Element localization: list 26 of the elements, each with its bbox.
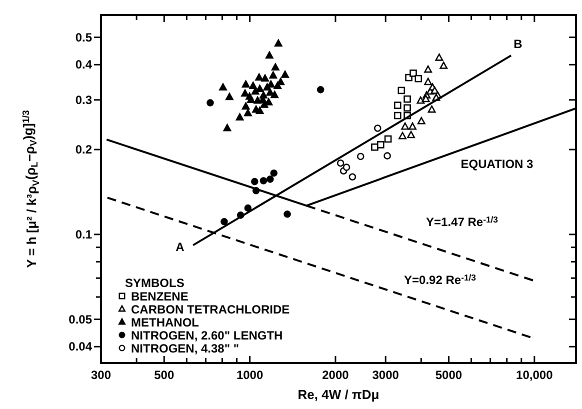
y-tick-label: 0.05	[68, 312, 92, 326]
x-tick-label: 10,000	[516, 368, 554, 382]
annotation: A	[176, 240, 185, 254]
y-tick-label: 0.3	[75, 92, 92, 107]
x-axis-title: Re, 4W / πDμ	[298, 387, 380, 402]
annotation: Y=0.92 Re$^{-1/3}$	[404, 272, 476, 287]
x-tick-label: 5000	[435, 368, 462, 382]
x-tick-label: 300	[90, 368, 112, 382]
x-tick-label: 2000	[322, 368, 350, 382]
legend-label: CARBON TETRACHLORIDE	[131, 302, 290, 316]
y-tick-label: 0.4	[75, 58, 92, 72]
legend-label: NITROGEN, 4.38" "	[131, 342, 240, 356]
legend-title: SYMBOLS	[125, 276, 184, 290]
legend-label: BENZENE	[131, 290, 188, 304]
legend-label: NITROGEN, 2.60" LENGTH	[131, 328, 283, 342]
annotation: EQUATION 3	[460, 157, 534, 171]
y-tick-label: 0.2	[75, 142, 92, 157]
x-tick-label: 500	[154, 368, 174, 382]
annotation: Y=1.47 Re$^{-1/3}$	[426, 214, 498, 229]
y-tick-label: 0.04	[68, 340, 92, 354]
legend-label: METHANOL	[131, 316, 199, 330]
y-tick-label: 0.1	[75, 227, 92, 242]
x-tick-label: 3000	[372, 368, 400, 382]
x-tick-label: 1000	[236, 368, 264, 382]
annotation: B	[514, 37, 523, 51]
y-tick-label: 0.5	[75, 30, 92, 44]
